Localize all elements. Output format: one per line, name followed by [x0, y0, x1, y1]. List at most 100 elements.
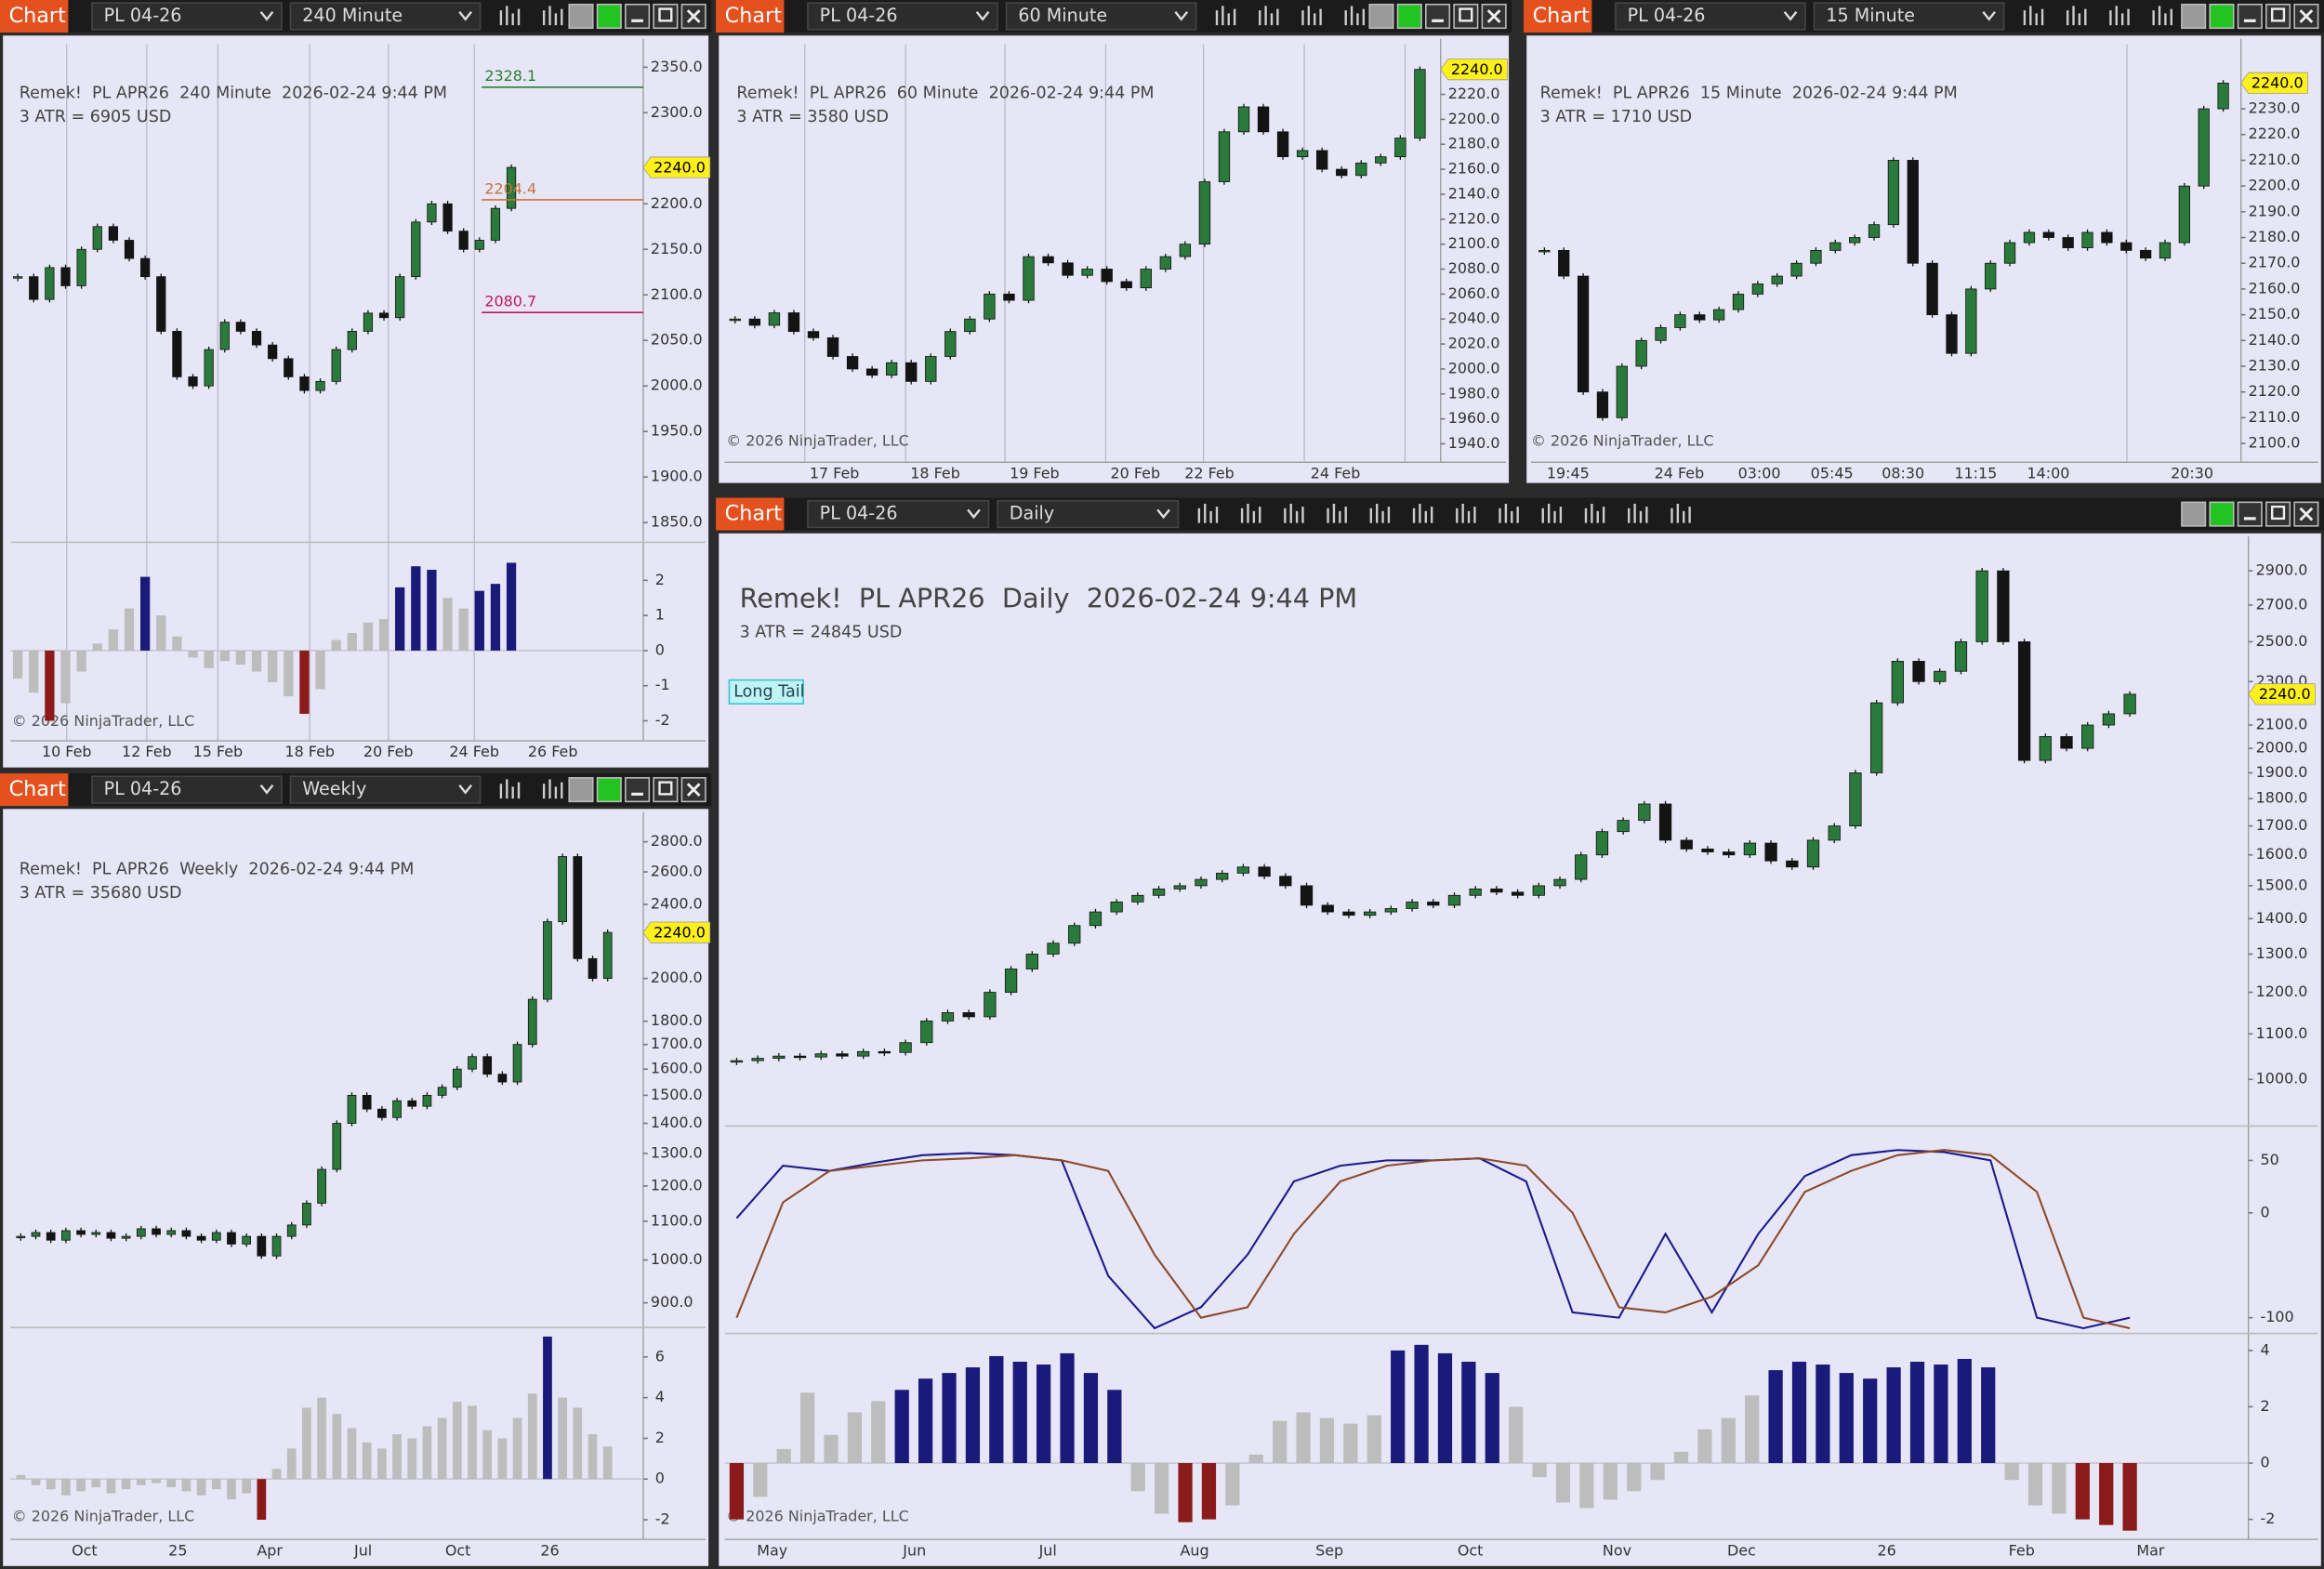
toolbar-icon[interactable] [1369, 503, 1391, 523]
toolbar-icon[interactable] [1327, 503, 1347, 523]
link-button[interactable] [596, 777, 622, 803]
price-level-label: 2080.7 [484, 293, 536, 310]
candle [2060, 736, 2073, 749]
candle [984, 992, 997, 1018]
color-button[interactable] [2181, 3, 2207, 30]
toolbar-icon[interactable] [1412, 503, 1433, 523]
candle [730, 1060, 744, 1063]
maximize-button[interactable] [1453, 3, 1479, 30]
candle [1131, 894, 1144, 903]
link-button[interactable] [596, 3, 622, 30]
instrument-selector[interactable] [91, 2, 283, 31]
x-tick-label: 05:45 [1811, 465, 1854, 482]
minimize-button[interactable] [625, 777, 651, 803]
candle [121, 1235, 131, 1239]
toolbar-icon[interactable] [1499, 503, 1519, 523]
dropdown-arrow [1982, 11, 1996, 21]
instrument-selector[interactable] [1615, 2, 1806, 31]
minimize-button[interactable] [1425, 3, 1451, 30]
histogram-bar [1485, 1373, 1499, 1464]
link-button[interactable] [1396, 3, 1422, 30]
toolbar-icon[interactable] [2066, 6, 2087, 26]
y-tick-label: 2020.0 [1448, 335, 1500, 352]
candle [219, 322, 230, 350]
candle [1810, 249, 1822, 264]
interval-selector[interactable] [289, 2, 482, 31]
y-tick-label: 2100.0 [2256, 716, 2308, 733]
histogram-bar [1178, 1463, 1193, 1523]
histogram-bar [45, 650, 55, 721]
histogram-bar [942, 1373, 957, 1464]
y-tick-label: 2160.0 [2249, 279, 2301, 297]
toolbar-icon[interactable] [2023, 6, 2044, 26]
color-button[interactable] [2181, 501, 2207, 527]
instrument-selector[interactable] [91, 775, 283, 804]
toolbar-icon[interactable] [499, 6, 521, 26]
candle [1355, 162, 1367, 177]
toolbar-icon[interactable] [1628, 503, 1648, 523]
icon-glyph [1459, 7, 1473, 22]
toolbar-icon[interactable] [1344, 6, 1366, 26]
toolbar-icon[interactable] [2109, 6, 2130, 26]
candle [302, 1203, 311, 1226]
histogram-bar [347, 1428, 357, 1480]
toolbar-icon[interactable] [1301, 6, 1322, 26]
candle [1946, 314, 1958, 354]
toolbar-icon[interactable] [499, 779, 521, 799]
icon-glyph [658, 781, 673, 796]
candle [227, 1232, 236, 1245]
chart-tab[interactable] [0, 0, 69, 33]
toolbar-icon[interactable] [1584, 503, 1605, 523]
toolbar-icon[interactable] [1456, 503, 1476, 523]
chart-tab[interactable] [1524, 0, 1592, 33]
toolbar-icon[interactable] [542, 6, 563, 26]
candle [1617, 820, 1630, 833]
color-button[interactable] [568, 777, 594, 803]
interval-selector[interactable] [1005, 2, 1197, 31]
toolbar-icon[interactable] [1240, 503, 1261, 523]
histogram-bar [331, 639, 341, 651]
chart-tab[interactable] [716, 497, 785, 531]
toolbar-icon[interactable] [1541, 503, 1563, 523]
candle [506, 166, 517, 209]
color-button[interactable] [568, 3, 594, 30]
interval-selector[interactable] [289, 775, 482, 804]
toolbar-icon[interactable] [1215, 6, 1236, 26]
toolbar-icon[interactable] [542, 779, 563, 799]
chart-tab[interactable] [716, 0, 785, 33]
histogram-bar [108, 629, 119, 651]
toolbar-icon[interactable] [1197, 503, 1219, 523]
candle [299, 376, 310, 391]
link-button[interactable] [2209, 501, 2235, 527]
icon-glyph [2299, 9, 2314, 23]
histogram-bar [227, 1479, 236, 1500]
candle [878, 1050, 891, 1054]
candle [793, 1055, 807, 1059]
histogram-bar [257, 1479, 267, 1521]
minimize-button[interactable] [2237, 501, 2263, 527]
instrument-selector[interactable] [807, 2, 998, 31]
candle [1712, 309, 1725, 321]
candle [1596, 391, 1609, 418]
candle [941, 1012, 955, 1022]
badge [728, 679, 804, 705]
instrument-selector[interactable] [807, 499, 990, 529]
histogram-bar [268, 650, 278, 682]
interval-selector[interactable] [997, 499, 1180, 529]
toolbar-icon[interactable] [1284, 503, 1304, 523]
x-tick-label: Jul [353, 1541, 372, 1559]
minimize-button[interactable] [625, 3, 651, 30]
y-tick-label: 2120.0 [1448, 209, 1500, 227]
toolbar-icon[interactable] [2152, 6, 2172, 26]
histogram-bar [315, 650, 325, 690]
color-button[interactable] [1368, 3, 1394, 30]
link-button[interactable] [2209, 3, 2235, 30]
toolbar-icon[interactable] [1670, 503, 1691, 523]
toolbar-icon[interactable] [1259, 6, 1279, 26]
maximize-button[interactable] [2265, 501, 2291, 527]
y-tick-label: 1900.0 [2256, 763, 2308, 781]
interval-selector[interactable] [1813, 2, 2005, 31]
chart-tab[interactable] [0, 773, 69, 807]
candle [315, 380, 325, 391]
minimize-button[interactable] [2237, 3, 2263, 30]
